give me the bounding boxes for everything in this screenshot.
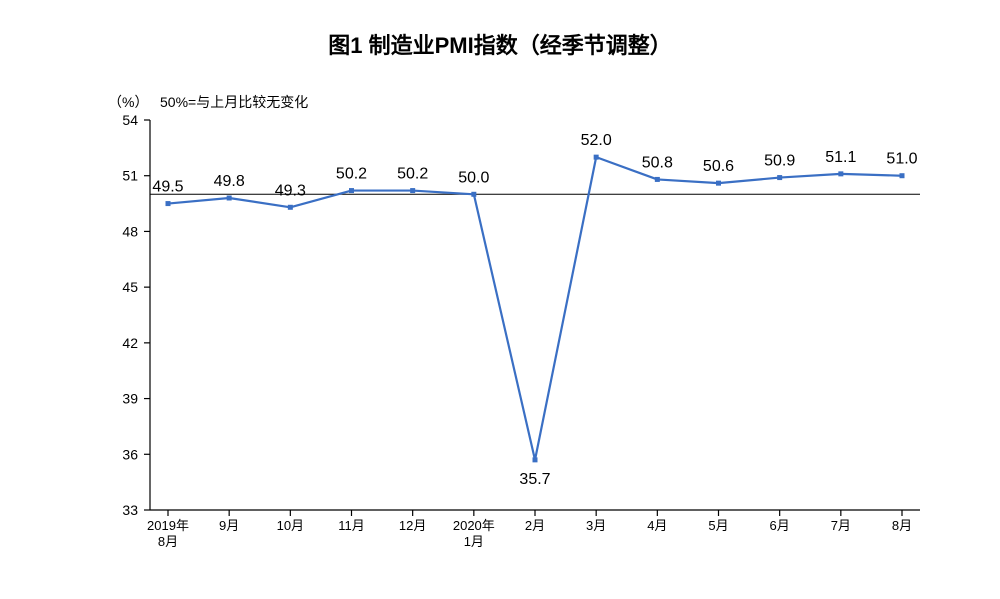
pmi-line-chart: 33363942454851542019年8月9月10月11月12月2020年1… xyxy=(0,0,1000,599)
svg-text:49.3: 49.3 xyxy=(275,182,306,199)
svg-text:35.7: 35.7 xyxy=(519,471,550,488)
svg-text:48: 48 xyxy=(122,223,138,239)
svg-text:50.6: 50.6 xyxy=(703,158,734,175)
svg-text:12月: 12月 xyxy=(399,518,426,533)
svg-text:1月: 1月 xyxy=(464,534,484,549)
svg-text:8月: 8月 xyxy=(158,534,178,549)
svg-text:7月: 7月 xyxy=(831,518,851,533)
svg-text:11月: 11月 xyxy=(338,518,365,533)
svg-text:50.8: 50.8 xyxy=(642,154,673,171)
svg-text:52.0: 52.0 xyxy=(581,132,612,149)
svg-text:42: 42 xyxy=(122,335,138,351)
svg-text:49.8: 49.8 xyxy=(214,173,245,190)
svg-text:51: 51 xyxy=(122,168,138,184)
svg-text:2019年: 2019年 xyxy=(147,518,189,533)
svg-text:2020年: 2020年 xyxy=(453,518,495,533)
svg-text:5月: 5月 xyxy=(708,518,728,533)
svg-text:45: 45 xyxy=(122,279,138,295)
svg-text:33: 33 xyxy=(122,502,138,518)
svg-text:4月: 4月 xyxy=(647,518,667,533)
svg-text:50.2: 50.2 xyxy=(397,166,428,183)
svg-text:51.0: 51.0 xyxy=(886,151,917,168)
svg-text:2月: 2月 xyxy=(525,518,545,533)
svg-text:50.9: 50.9 xyxy=(764,153,795,170)
svg-text:9月: 9月 xyxy=(219,518,239,533)
svg-text:39: 39 xyxy=(122,391,138,407)
svg-text:49.5: 49.5 xyxy=(152,179,183,196)
svg-text:10月: 10月 xyxy=(277,518,304,533)
svg-text:8月: 8月 xyxy=(892,518,912,533)
svg-text:50.0: 50.0 xyxy=(458,169,489,186)
svg-text:54: 54 xyxy=(122,112,138,128)
svg-text:51.1: 51.1 xyxy=(825,149,856,166)
svg-text:36: 36 xyxy=(122,446,138,462)
svg-text:6月: 6月 xyxy=(770,518,790,533)
svg-text:50.2: 50.2 xyxy=(336,166,367,183)
svg-text:3月: 3月 xyxy=(586,518,606,533)
